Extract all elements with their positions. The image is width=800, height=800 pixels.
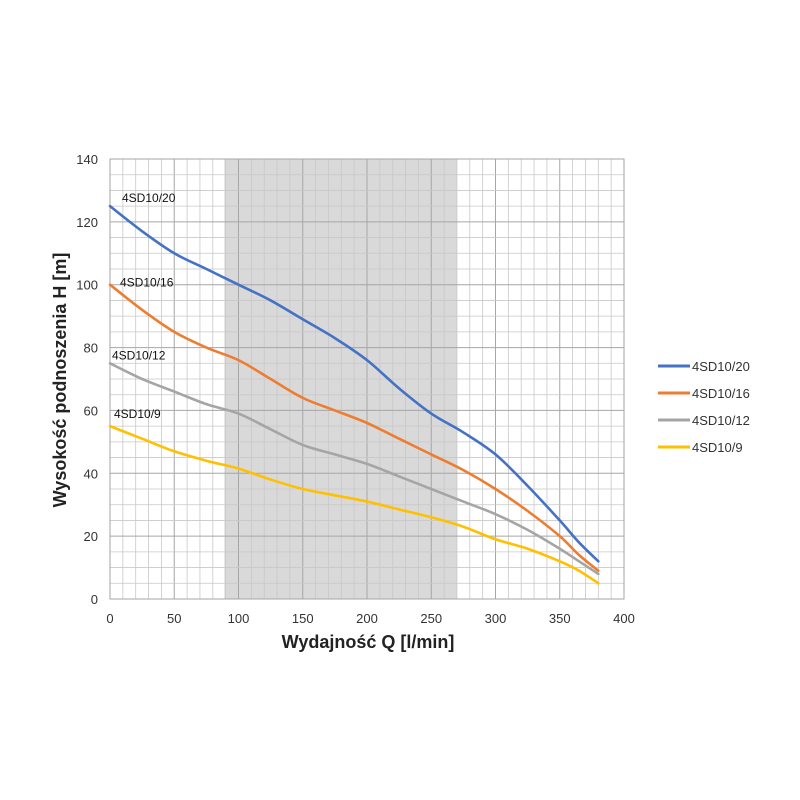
x-tick-label: 250 — [420, 611, 442, 626]
y-tick-label: 80 — [84, 341, 98, 356]
series-inline-label: 4SD10/9 — [114, 407, 161, 421]
y-tick-label: 0 — [91, 592, 98, 607]
series-line-4sd10-12 — [108, 361, 600, 576]
x-tick-label: 300 — [485, 611, 507, 626]
y-tick-label: 100 — [76, 278, 98, 293]
plot-frame — [109, 158, 625, 600]
series-line-4sd10-20 — [108, 204, 600, 563]
x-tick-label: 150 — [292, 611, 314, 626]
x-tick-label: 0 — [106, 611, 113, 626]
series-inline-label: 4SD10/16 — [120, 276, 174, 290]
legend-label: 4SD10/9 — [692, 440, 743, 455]
legend-label: 4SD10/20 — [692, 359, 750, 374]
x-tick-label: 50 — [167, 611, 181, 626]
y-tick-label: 60 — [84, 403, 98, 418]
inline-label-layer: 4SD10/20 4SD10/16 4SD10/12 4SD10/9 — [112, 191, 176, 421]
series-line-4sd10-16 — [108, 283, 600, 573]
x-axis-title: Wydajność Q [l/min] — [282, 632, 455, 652]
x-tick-label: 200 — [356, 611, 378, 626]
y-axis-title: Wysokość podnoszenia H [m] — [50, 253, 70, 508]
series-line-4sd10-9 — [108, 424, 600, 585]
y-tick-label: 120 — [76, 215, 98, 230]
series-layer — [108, 204, 600, 585]
legend-label: 4SD10/12 — [692, 413, 750, 428]
y-tick-label: 40 — [84, 466, 98, 481]
x-tick-label: 350 — [549, 611, 571, 626]
series-inline-label: 4SD10/20 — [122, 191, 176, 205]
grid-layer — [109, 158, 625, 600]
legend: 4SD10/20 4SD10/16 4SD10/12 4SD10/9 — [658, 359, 750, 455]
x-tick-label: 100 — [228, 611, 250, 626]
y-tick-label: 140 — [76, 152, 98, 167]
series-inline-label: 4SD10/12 — [112, 348, 166, 362]
axis-layer: 0 50 100 150 200 250 300 350 400 0 20 40 60 80 100 120 1… — [76, 152, 635, 626]
x-tick-label: 400 — [613, 611, 635, 626]
y-tick-label: 20 — [84, 529, 98, 544]
legend-label: 4SD10/16 — [692, 386, 750, 401]
